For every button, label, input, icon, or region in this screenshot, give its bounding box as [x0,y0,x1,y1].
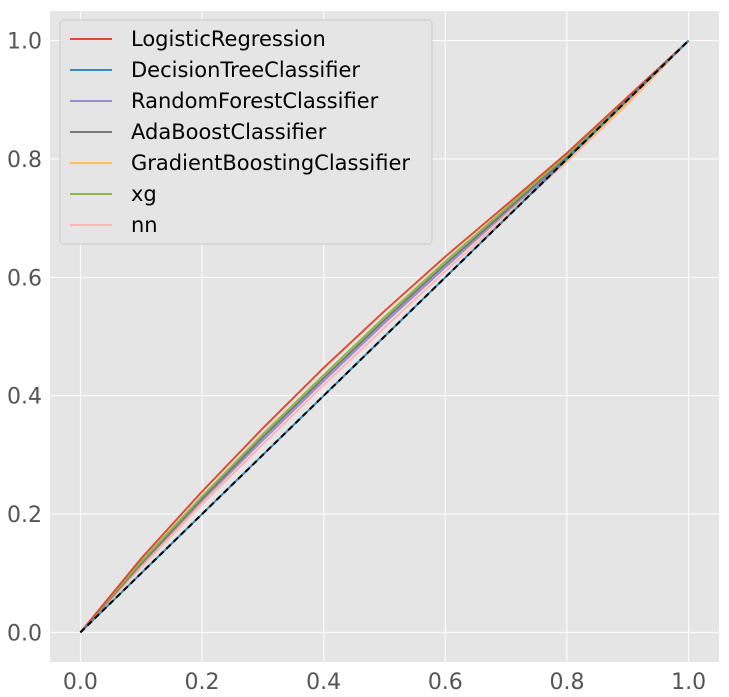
legend: LogisticRegression DecisionTreeClassifier… [59,19,433,245]
reference-line [79,39,690,634]
x-tick-label: 0.8 [549,670,584,695]
series-line-xg [79,39,690,634]
legend-label: AdaBoostClassifier [131,120,327,144]
x-tick-label: 0.0 [63,670,98,695]
legend-label: nn [131,213,158,237]
legend-label: RandomForestClassifier [131,89,379,113]
legend-label: DecisionTreeClassifier [131,58,360,82]
series-line-AdaBoostClassifier [79,39,690,634]
legend-label: GradientBoostingClassifier [131,151,410,175]
legend-label: LogisticRegression [131,27,326,51]
tick-labels: 0.0 0.2 0.4 0.6 0.8 1.0 0.0 0.2 0.4 0.6 0.8 1.0 [7,30,706,695]
series-line-LogisticRegression [79,39,690,634]
legend-label: xg [131,182,157,206]
y-tick-label: 0.0 [7,621,42,646]
series-lines [79,39,690,634]
y-tick-label: 0.6 [7,266,42,291]
x-tick-label: 0.2 [185,670,220,695]
series-line-nn [79,39,690,634]
y-tick-label: 0.4 [7,385,42,410]
y-tick-label: 0.8 [7,148,42,173]
x-tick-label: 0.6 [428,670,463,695]
y-tick-label: 0.2 [7,503,42,528]
x-tick-label: 0.4 [306,670,341,695]
x-tick-label: 1.0 [671,670,706,695]
legend-box [59,19,433,245]
y-tick-label: 1.0 [7,30,42,55]
